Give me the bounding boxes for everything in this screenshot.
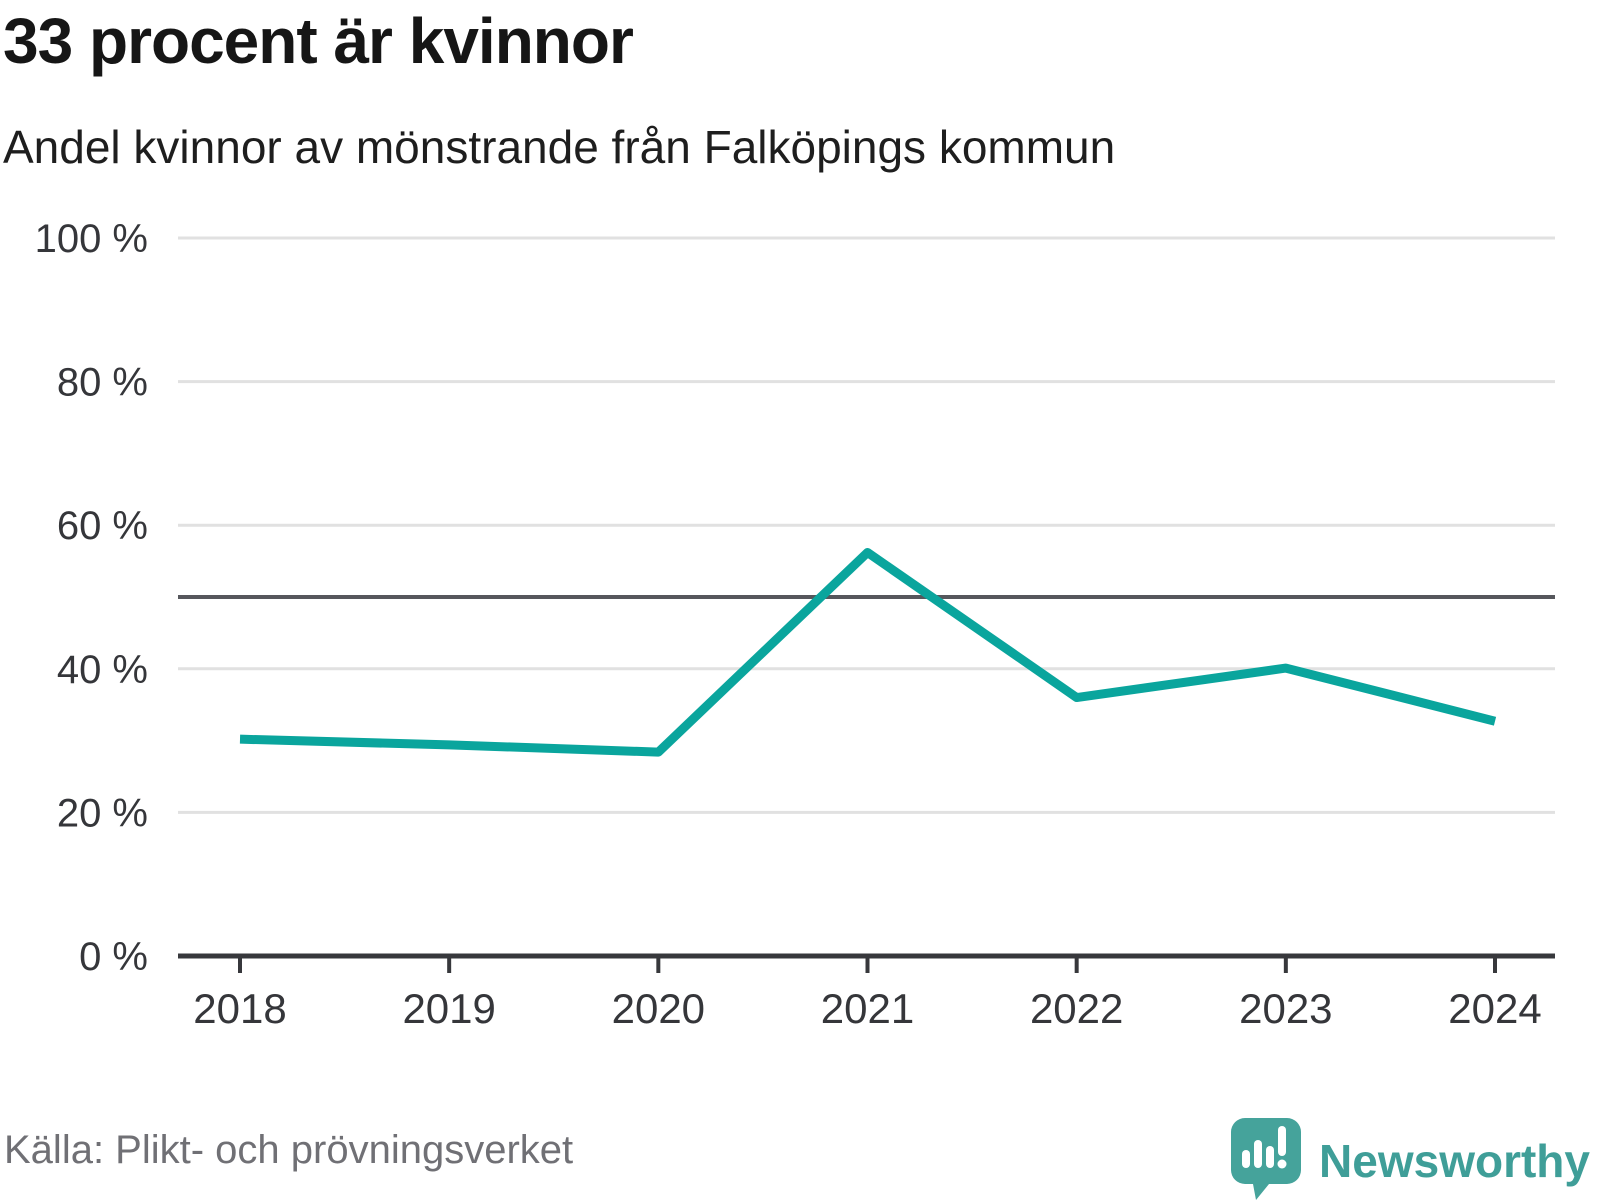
y-tick-label: 40 % [57, 648, 148, 692]
logo-exclamation-bar [1278, 1126, 1287, 1156]
source-note: Källa: Plikt- och prövningsverket [4, 1128, 574, 1172]
y-tick-label: 20 % [57, 791, 148, 835]
x-tick-label: 2020 [612, 985, 705, 1032]
x-tick-label: 2019 [402, 985, 495, 1032]
logo-bar-2 [1254, 1140, 1263, 1168]
brand-wordmark: Newsworthy [1319, 1135, 1590, 1187]
logo-exclamation-dot [1277, 1159, 1287, 1169]
y-tick-label: 60 % [57, 504, 148, 548]
y-tick-label: 100 % [35, 217, 148, 261]
chart-title: 33 procent är kvinnor [3, 5, 634, 77]
y-tick-label: 80 % [57, 361, 148, 405]
y-tick-label: 0 % [79, 935, 148, 979]
x-tick-label: 2022 [1030, 985, 1123, 1032]
chart-subtitle: Andel kvinnor av mönstrande från Falköpi… [3, 121, 1116, 173]
x-tick-label: 2018 [193, 985, 286, 1032]
newsworthy-bubble-icon [1231, 1118, 1302, 1200]
newsworthy-logo: Newsworthy [1231, 1118, 1590, 1204]
x-tick-label: 2021 [821, 985, 914, 1032]
data-line-andel-kvinnor [239, 547, 1497, 757]
logo-bar-3 [1266, 1146, 1275, 1168]
x-tick-label: 2023 [1239, 985, 1332, 1032]
x-tick-label: 2024 [1448, 985, 1541, 1032]
logo-bar-1 [1242, 1150, 1251, 1168]
